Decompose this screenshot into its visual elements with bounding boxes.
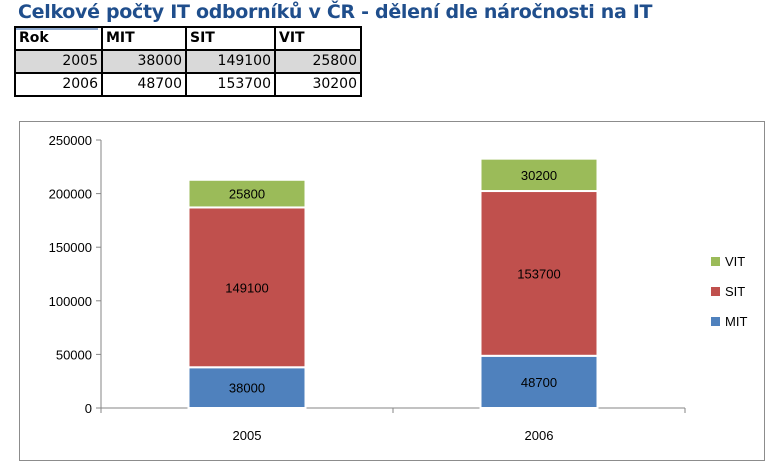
y-tick-label: 50000 [56,347,92,362]
legend-swatch-vit [711,257,720,266]
table-header-row: Rok MIT SIT VIT [14,26,362,51]
page-title: Celkové počty IT odborníků v ČR - dělení… [18,1,653,23]
data-label: 25800 [229,187,265,202]
bar-mit [479,354,599,409]
y-tick-label: 150000 [49,240,92,255]
chart-frame: 0 50000 100000 150000 200000 250000 2005 38000 1… [19,121,765,461]
stacked-bar-chart: 0 50000 100000 150000 200000 250000 2005 38000 1… [49,133,748,443]
table-cell: 2005 [14,49,103,74]
data-label: 48700 [521,375,557,390]
data-table: Rok MIT SIT VIT 2005 38000 149100 25800 … [14,26,362,97]
table-cell: 25800 [274,49,362,74]
table-cell: 2006 [14,72,103,97]
legend-label: SIT [725,284,745,299]
legend-swatch-sit [711,287,720,296]
data-label: 149100 [225,280,268,295]
bar-vit [187,178,307,209]
y-tick-label: 200000 [49,187,92,202]
table-header-cell: SIT [185,26,276,51]
legend-swatch-mit [711,317,720,326]
bar-vit [479,157,599,193]
y-tick-label: 100000 [49,294,92,309]
y-tick-label: 0 [85,401,92,416]
table-row: 2005 38000 149100 25800 [14,49,362,74]
table-row: 2006 48700 153700 30200 [14,72,362,97]
data-label: 153700 [517,266,560,281]
table-header-cell: MIT [101,26,187,51]
table-cell: 48700 [101,72,187,97]
bar-mit [187,366,307,410]
bar-sit [187,206,307,369]
legend-label: VIT [725,254,745,269]
table-header-cell: Rok [14,26,103,51]
table-header-cell: VIT [274,26,362,51]
x-tick-label: 2005 [233,428,262,443]
legend-label: MIT [725,314,747,329]
x-tick-label: 2006 [525,428,554,443]
bar-sit [479,190,599,357]
data-label: 38000 [229,381,265,396]
table-cell: 149100 [185,49,276,74]
y-tick-label: 250000 [49,133,92,148]
table-cell: 153700 [185,72,276,97]
table-cell: 38000 [101,49,187,74]
data-label: 30200 [521,168,557,183]
table-cell: 30200 [274,72,362,97]
